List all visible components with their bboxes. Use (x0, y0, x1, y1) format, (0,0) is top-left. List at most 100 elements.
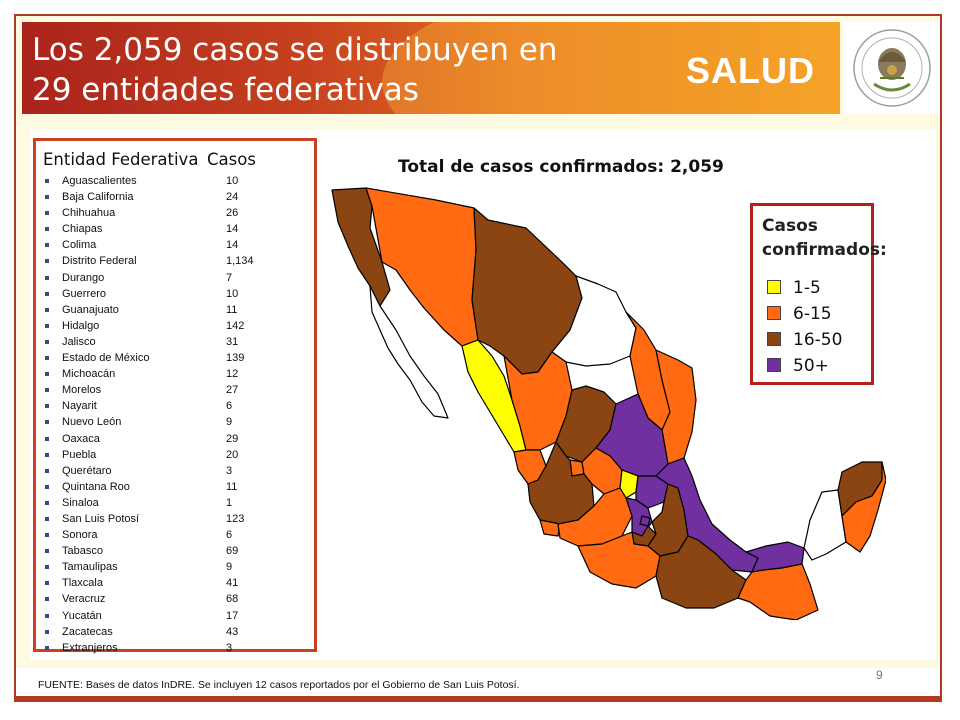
legend-label: 16-50 (793, 330, 843, 350)
bullet-icon (45, 420, 49, 425)
state-name: Puebla (62, 448, 97, 461)
case-count: 68 (226, 593, 239, 606)
state-name: Tabasco (62, 545, 103, 558)
table-row: Chihuahua 26 (36, 206, 314, 222)
state-name: Distrito Federal (62, 255, 137, 268)
case-count: 10 (226, 175, 239, 187)
state-name: Baja California (62, 191, 134, 204)
state-name: Chihuahua (62, 207, 116, 220)
table-row: Nayarit 6 (36, 399, 314, 415)
bullet-icon (45, 629, 49, 634)
state-chiapas (737, 563, 819, 620)
page-number: 9 (876, 668, 883, 682)
state-name: Sonora (62, 529, 98, 542)
bullet-icon (45, 516, 49, 521)
state-name: Morelos (62, 384, 102, 397)
case-count: 9 (226, 416, 233, 429)
case-count: 20 (226, 448, 239, 461)
state-name: Hidalgo (62, 319, 100, 332)
state-name: Yucatán (62, 609, 102, 622)
state-veracruz (655, 457, 759, 573)
bullet-icon (45, 372, 49, 377)
bullet-icon (45, 243, 49, 248)
state-name: Jalisco (62, 335, 96, 348)
state-name: Aguascalientes (62, 175, 137, 187)
bullet-icon (45, 339, 49, 344)
case-count: 3 (226, 464, 233, 477)
state-queretaro (619, 469, 639, 499)
table-row: Oaxaca 29 (36, 432, 314, 448)
table-row: Zacatecas 43 (36, 625, 314, 641)
case-count: 43 (226, 625, 239, 638)
bullet-icon (45, 484, 49, 489)
case-count: 10 (226, 287, 239, 300)
legend-swatch (767, 332, 781, 346)
source-note: FUENTE: Bases de datos InDRE. Se incluye… (38, 679, 520, 691)
case-count: 1 (226, 496, 233, 509)
case-count: 1,134 (226, 255, 254, 268)
case-count: 6 (226, 529, 233, 542)
legend-swatch (767, 280, 781, 294)
state-name: Guanajuato (62, 303, 119, 316)
column-header-cases: Casos (207, 150, 256, 169)
legend-title-line1: Casos (762, 216, 818, 236)
bullet-icon (45, 613, 49, 618)
case-count: 7 (226, 271, 233, 284)
state-name: Sinaloa (62, 496, 99, 509)
bullet-icon (45, 549, 49, 554)
bullet-icon (45, 581, 49, 586)
table-row: Sinaloa 1 (36, 496, 314, 512)
case-count: 27 (226, 384, 239, 397)
case-count: 123 (226, 512, 245, 525)
table-row: Distrito Federal 1,134 (36, 254, 314, 270)
bullet-icon (45, 645, 49, 650)
state-name: Zacatecas (62, 625, 113, 638)
case-count: 11 (226, 303, 238, 316)
table-row: Morelos 27 (36, 383, 314, 399)
table-row: Yucatán 17 (36, 609, 314, 625)
table-row: Extranjeros 3 (36, 641, 314, 657)
table-rows: Aguascalientes 10 Baja California 24 Chihuah… (36, 174, 314, 657)
legend-label: 1-5 (793, 278, 821, 298)
table-row: Michoacán 12 (36, 367, 314, 383)
state-name: Nuevo León (62, 416, 122, 429)
case-count: 69 (226, 545, 239, 558)
slide-title: Los 2,059 casos se distribuyen en 29 ent… (32, 30, 557, 110)
table-row: Puebla 20 (36, 448, 314, 464)
state-name: Tlaxcala (62, 577, 103, 590)
cases-table: Entidad Federativa Casos Aguascalientes 1… (33, 138, 317, 654)
table-row: Guerrero 10 (36, 287, 314, 303)
state-distrito-federal (639, 515, 651, 527)
case-count: 9 (226, 561, 233, 574)
bullet-icon (45, 356, 49, 361)
bullet-icon (45, 211, 49, 216)
state-name: Michoacán (62, 368, 116, 381)
legend-swatch (767, 306, 781, 320)
bullet-icon (45, 565, 49, 570)
bullet-icon (45, 227, 49, 232)
case-count: 142 (226, 319, 245, 332)
state-name: Querétaro (62, 464, 112, 477)
bullet-icon (45, 500, 49, 505)
table-row: Chiapas 14 (36, 222, 314, 238)
bullet-icon (45, 259, 49, 264)
table-row: Veracruz 68 (36, 592, 314, 608)
legend-label: 50+ (793, 356, 829, 376)
state-name: Tamaulipas (62, 561, 118, 574)
table-row: Tabasco 69 (36, 544, 314, 560)
bullet-icon (45, 179, 49, 183)
state-name: Nayarit (62, 400, 97, 413)
legend-swatch (767, 358, 781, 372)
bullet-icon (45, 436, 49, 441)
table-row: Guanajuato 11 (36, 303, 314, 319)
state-name: Estado de México (62, 352, 150, 365)
state-coahuila (551, 275, 637, 367)
table-row: Baja California 24 (36, 190, 314, 206)
column-header-state: Entidad Federativa (43, 150, 199, 169)
table-row: San Luis Potosí 123 (36, 512, 314, 528)
salud-brand: SALUD (686, 50, 815, 91)
header-swoosh-decoration (382, 22, 840, 114)
bullet-icon (45, 404, 49, 409)
state-name: Oaxaca (62, 432, 100, 445)
case-count: 17 (226, 609, 239, 622)
